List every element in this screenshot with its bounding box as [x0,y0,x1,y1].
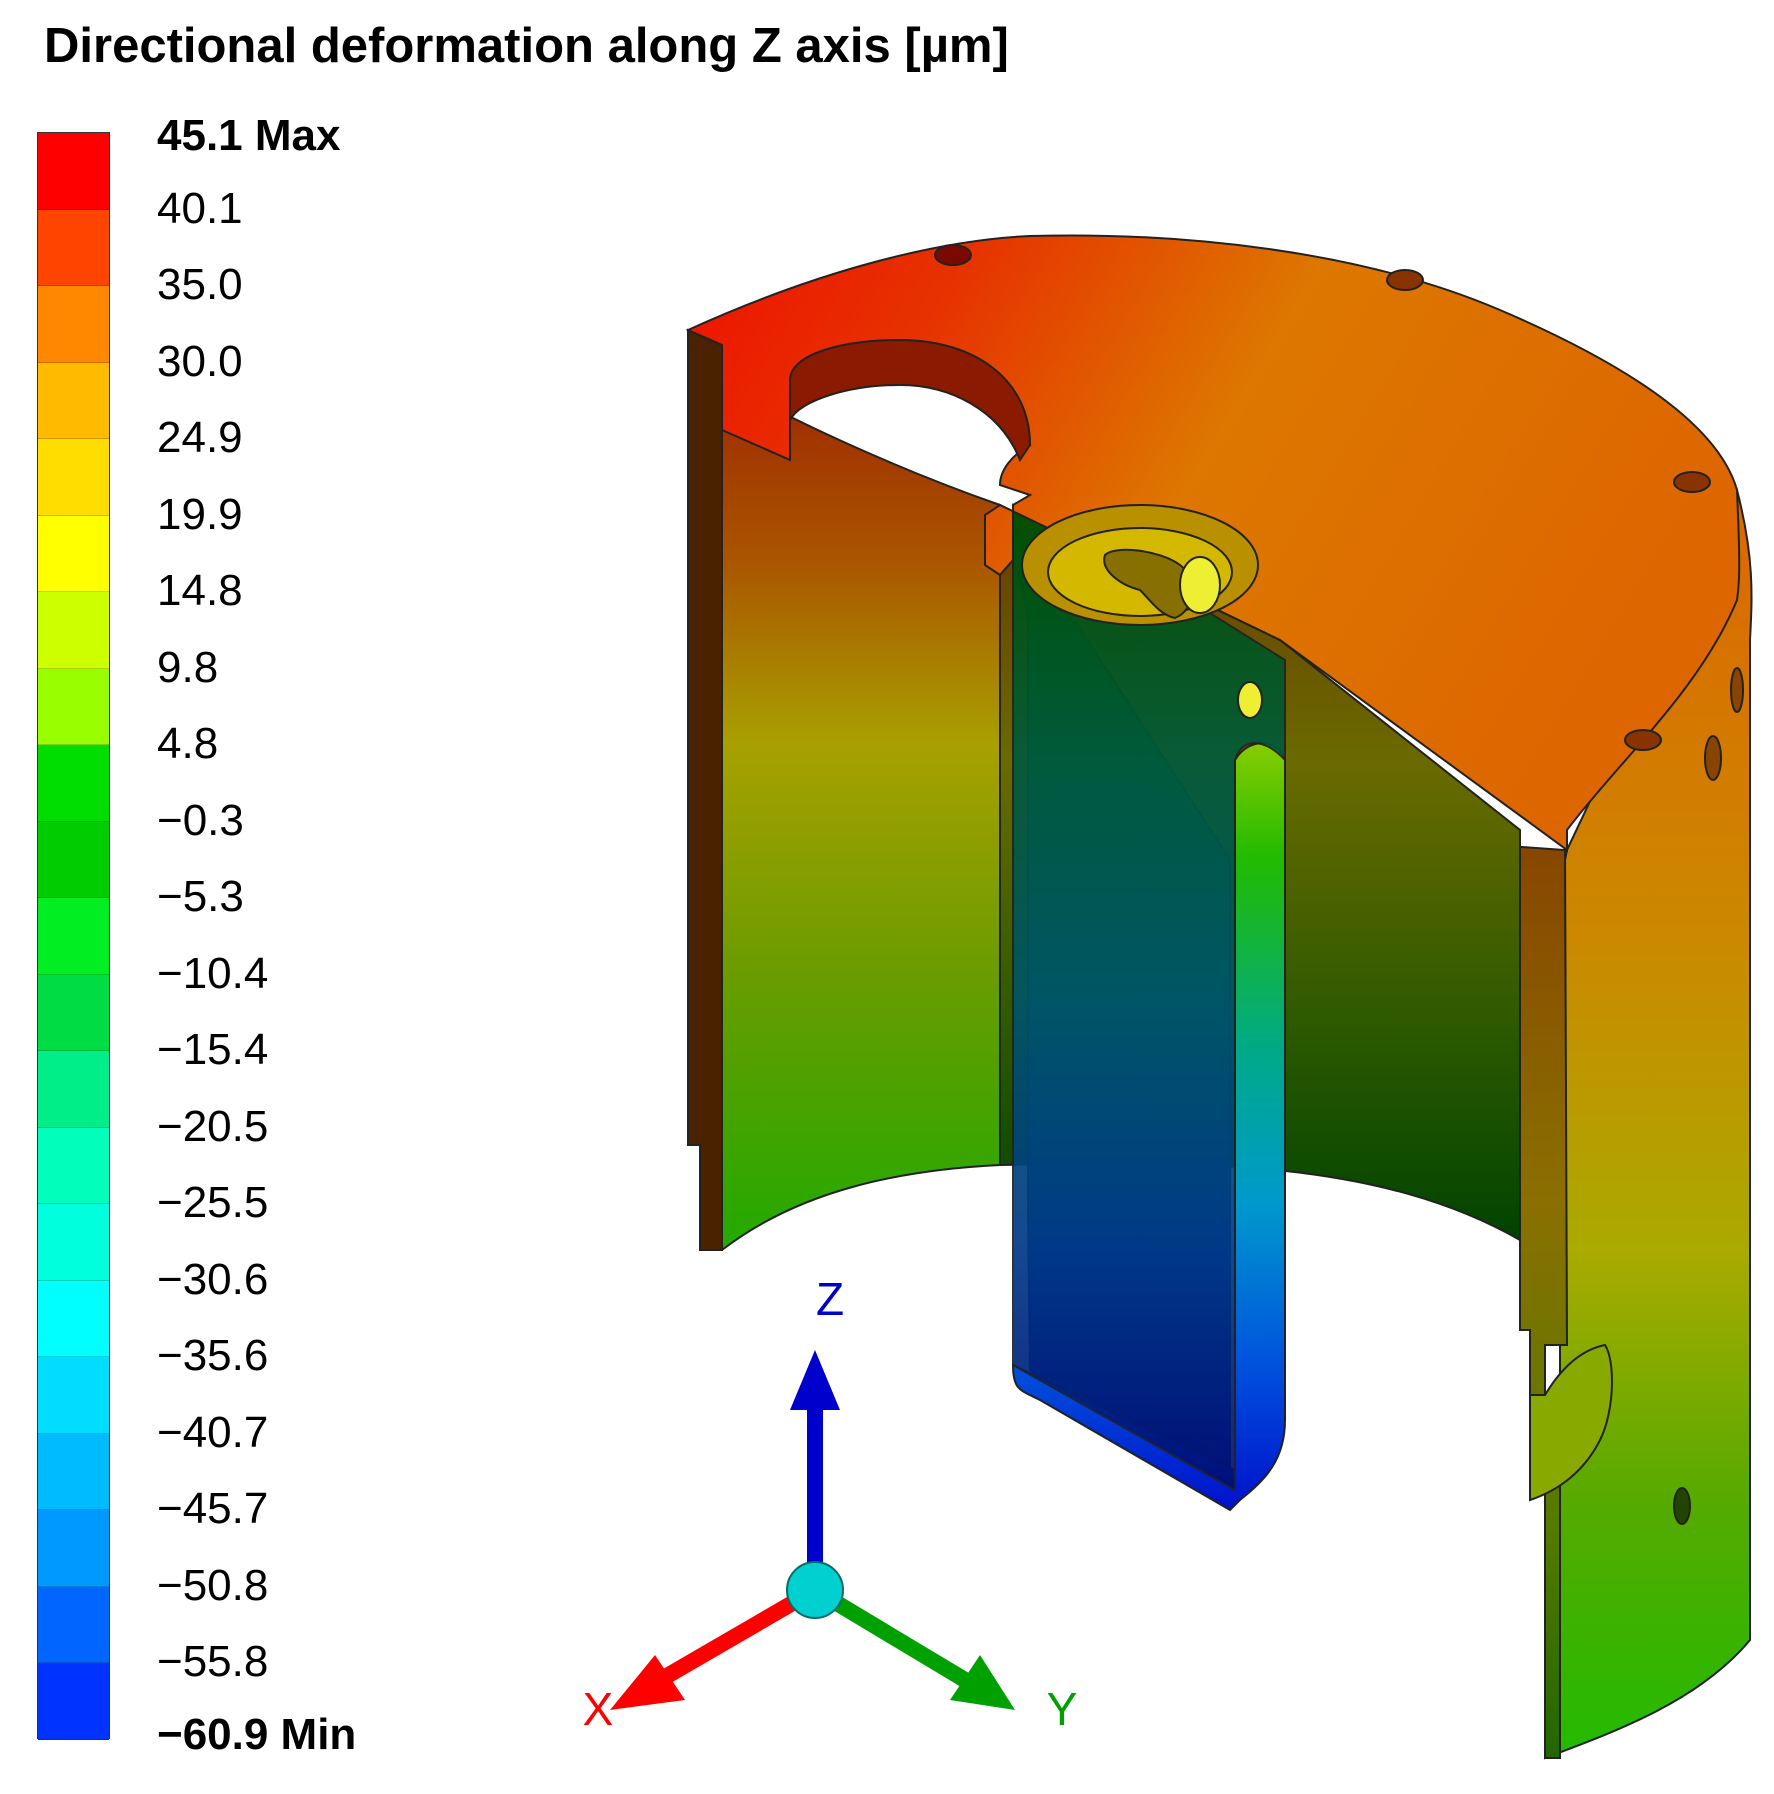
legend-tick-label: −40.7 [157,1407,269,1457]
y-axis-label: Y [1047,1683,1078,1735]
legend-band [38,592,109,669]
z-axis-label: Z [816,1273,844,1325]
center-post-body [1012,503,1286,1492]
legend-tick-label: −25.5 [157,1178,269,1228]
legend-band [38,286,109,363]
x-axis-arrowhead [610,1655,685,1710]
legend-band [38,1204,109,1281]
legend-tick-label: 24.9 [157,413,243,463]
legend-band [38,1280,109,1358]
legend-tick-label: 19.9 [157,489,243,539]
legend-tick-label: −5.3 [157,872,244,922]
bolt-hole-2 [1386,269,1424,291]
legend-band [38,1051,109,1128]
notch-lower-right [1529,1343,1613,1502]
legend-band [38,745,109,822]
recess-slot [1103,548,1194,620]
legend-band [38,1586,109,1664]
legend-tick-label: −15.4 [157,1025,269,1075]
z-axis-arrowhead [790,1350,840,1410]
legend-band [38,668,109,746]
legend-tick-label: 40.1 [157,183,243,233]
legend-tick-label: −60.9 Min [157,1710,357,1759]
counterbore-left [789,338,1032,463]
recess-port [1179,556,1221,614]
legend-tick-label: 9.8 [157,642,219,692]
legend-band [38,974,109,1052]
legend-band [38,1357,109,1434]
legend-band [38,439,109,516]
bolt-hole-3 [1673,471,1711,493]
bolt-hole-1 [934,244,972,266]
legend-band [38,133,109,210]
legend-band [38,1663,109,1740]
legend-band [38,1433,109,1511]
triad-origin-sphere [786,1561,844,1619]
legend-tick-label: −55.8 [157,1637,269,1687]
side-hole-3 [1673,1487,1691,1525]
legend-band [38,1510,109,1587]
legend-tick-label: −10.4 [157,948,269,998]
post-port [1237,681,1263,719]
color-legend-bar [37,132,110,1740]
y-axis-line [810,1583,970,1687]
legend-tick-label: 45.1 Max [157,111,341,160]
legend-band [38,515,109,593]
y-axis-arrowhead [950,1655,1015,1710]
legend-band [38,362,109,440]
legend-tick-label: 14.8 [157,566,243,616]
legend-band [38,898,109,975]
legend-band [38,821,109,899]
legend-band [38,209,109,287]
legend-tick-label: −45.7 [157,1484,269,1534]
side-hole-1 [1730,667,1744,713]
legend-tick-label: 4.8 [157,719,219,769]
legend-tick-label: −20.5 [157,1101,269,1151]
legend-tick-label: −35.6 [157,1331,269,1381]
legend-tick-label: −50.8 [157,1560,269,1610]
plot-title: Directional deformation along Z axis [µm… [44,19,1009,73]
side-hole-2 [1704,735,1722,781]
bolt-hole-4 [1624,729,1662,751]
x-axis-label: X [583,1683,614,1735]
legend-tick-label: −0.3 [157,795,244,845]
legend-tick-label: −30.6 [157,1254,269,1304]
legend-tick-label: 30.0 [157,336,243,386]
legend-tick-label: 35.0 [157,260,243,310]
x-axis-line [655,1583,820,1687]
legend-band [38,1127,109,1205]
